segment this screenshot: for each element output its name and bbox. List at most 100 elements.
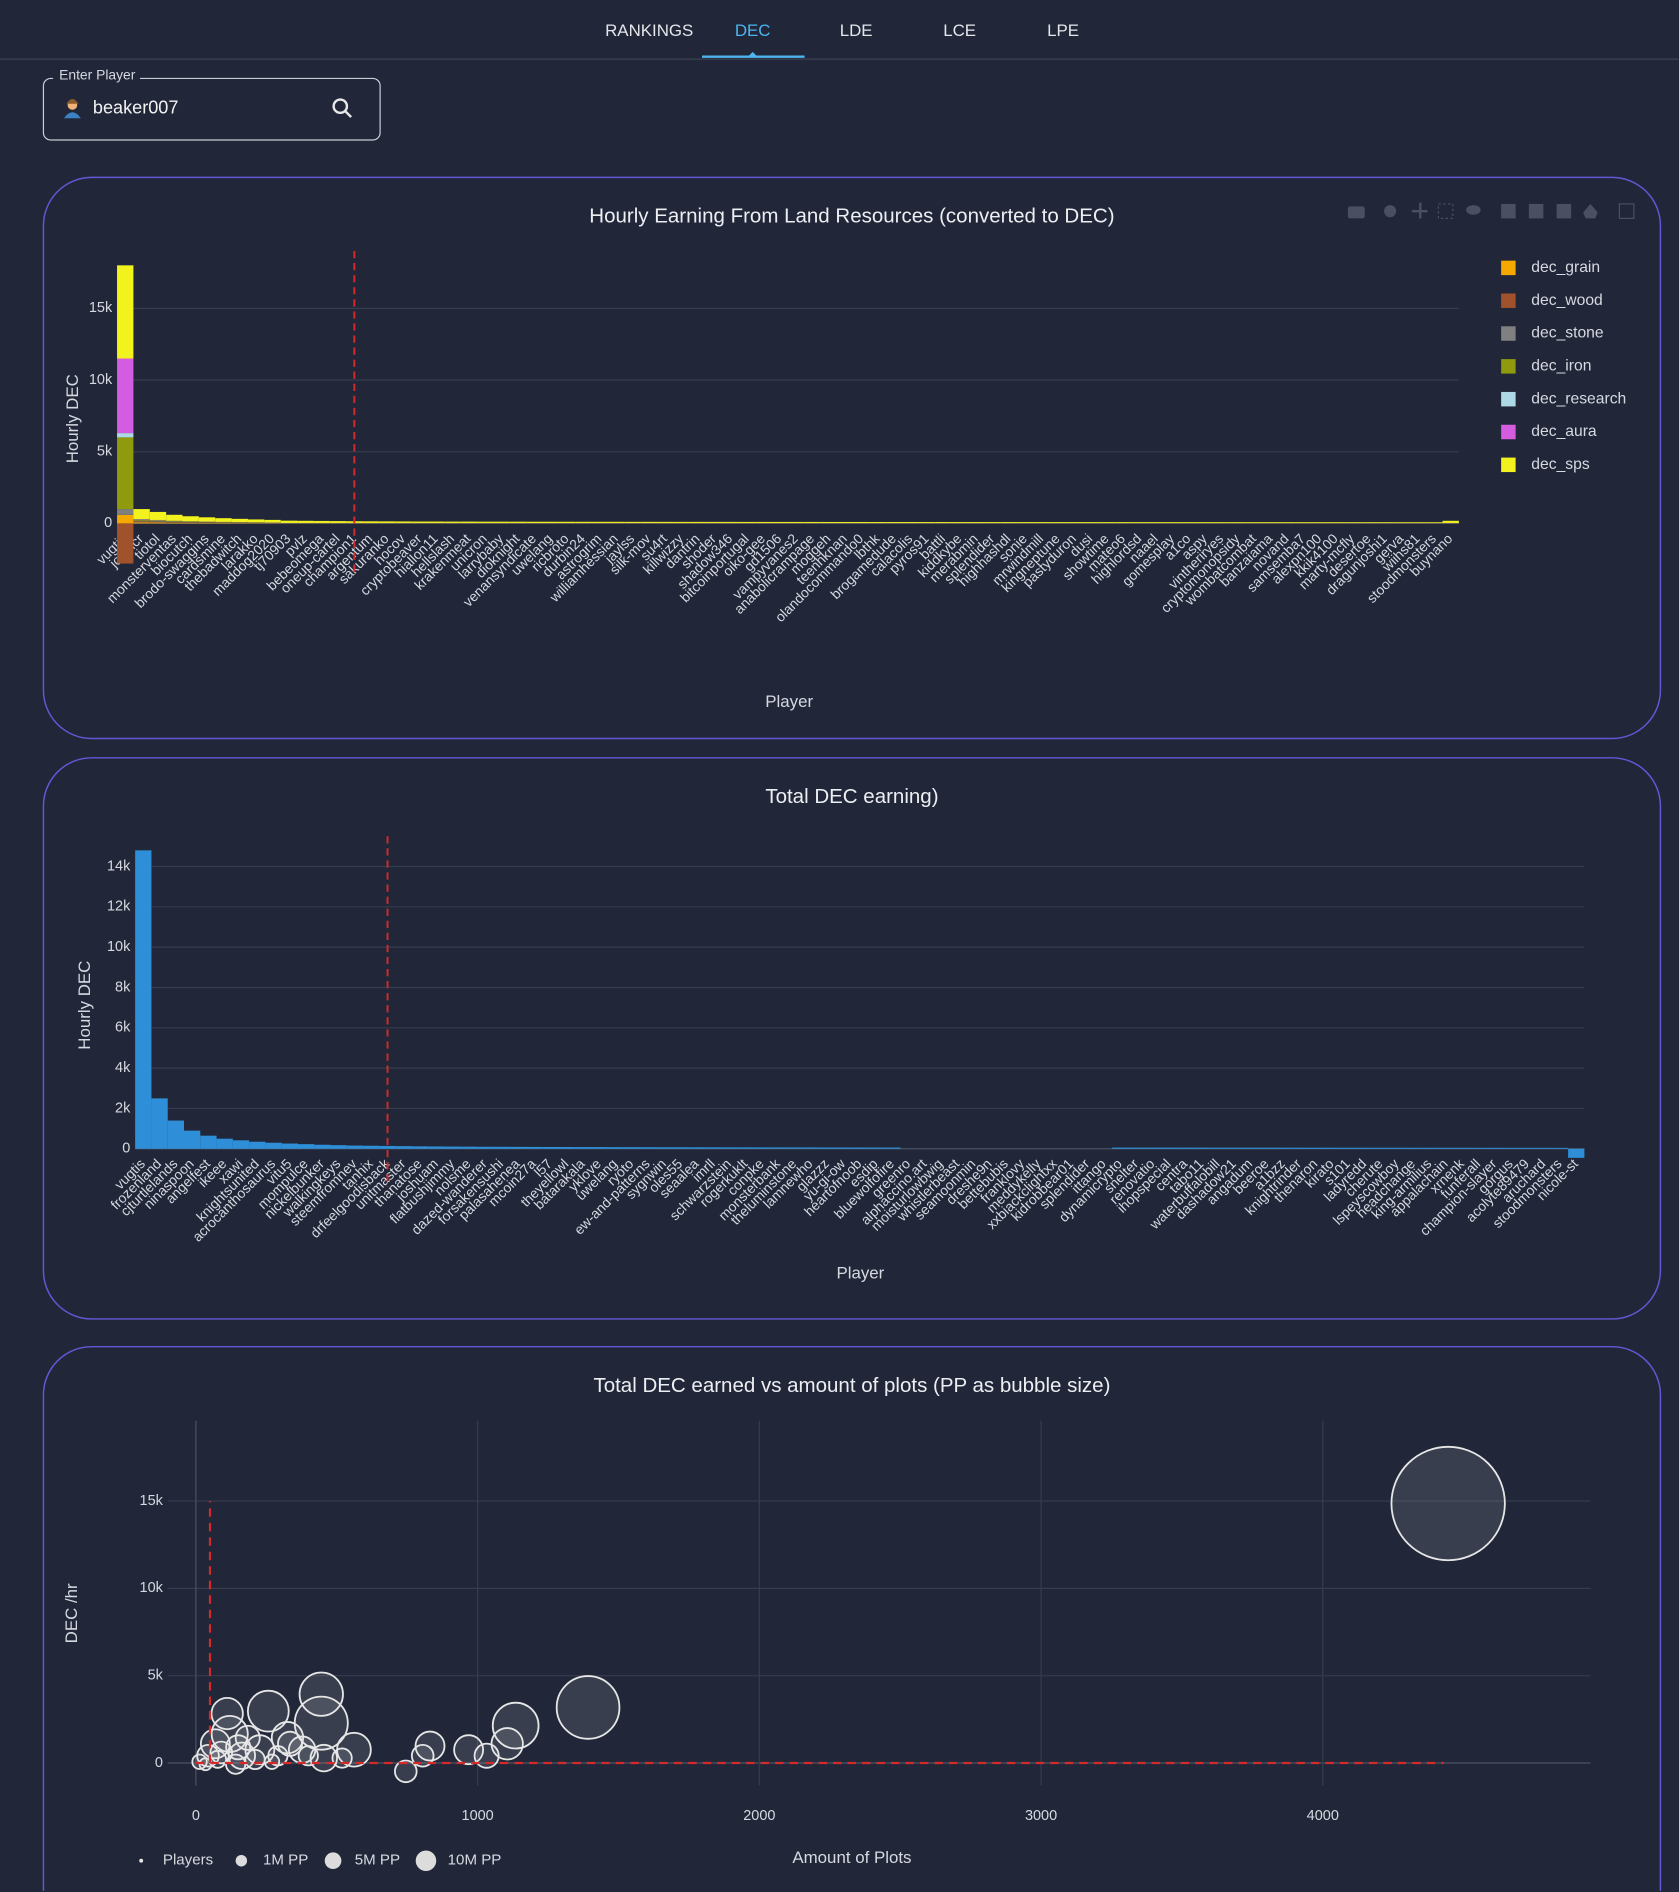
bar [149, 521, 167, 523]
search-box[interactable] [42, 77, 381, 141]
bar [1519, 1147, 1536, 1149]
bar [395, 521, 412, 523]
bar [1421, 1147, 1438, 1149]
bar [182, 516, 199, 522]
bar [1307, 1147, 1324, 1149]
y-tick-label: 0 [104, 515, 112, 531]
card [42, 757, 1662, 1320]
bar [117, 358, 134, 434]
bar [1000, 522, 1018, 523]
bar [1246, 522, 1263, 523]
bar [346, 1145, 364, 1149]
bar [133, 519, 150, 521]
bar [314, 1144, 331, 1149]
legend-swatch [1501, 260, 1516, 276]
bar [802, 1147, 820, 1149]
bar [542, 521, 559, 523]
bubble [491, 1701, 540, 1750]
bar [297, 520, 314, 523]
bar [411, 1146, 429, 1149]
legend-size-marker [324, 1852, 342, 1870]
bar [753, 1147, 771, 1149]
y-tick-label: 0 [122, 1141, 130, 1157]
bar [1049, 522, 1067, 523]
nav-tab[interactable]: LPE [1047, 21, 1079, 40]
bar [1426, 522, 1443, 523]
tab-caret [747, 51, 758, 57]
modebar[interactable] [1347, 202, 1635, 220]
y-tick-label: 5k [148, 1668, 164, 1684]
nav-tab[interactable]: LCE [943, 21, 976, 40]
bar [182, 521, 199, 523]
legend-swatch [1501, 424, 1516, 440]
bubble [246, 1689, 290, 1733]
bar [379, 1145, 396, 1149]
bar [182, 522, 199, 524]
y-tick-label: 12k [107, 899, 131, 915]
bar [1275, 1147, 1292, 1149]
label-bg [53, 68, 140, 84]
bar [149, 521, 167, 522]
bar [902, 522, 919, 523]
bar [1193, 1147, 1210, 1149]
legend-label: 5M PP [355, 1852, 400, 1869]
bar [737, 1147, 754, 1149]
bar [1502, 1147, 1520, 1149]
bar [705, 1147, 722, 1149]
search-icon[interactable] [332, 98, 353, 118]
bar [770, 1147, 787, 1149]
bar [721, 1147, 738, 1149]
bar [151, 1098, 168, 1149]
bar [1180, 522, 1198, 523]
legend-swatch [1501, 359, 1516, 374]
bar [1082, 522, 1099, 523]
legend-label: Players [163, 1852, 213, 1869]
bar [1388, 1147, 1406, 1149]
bubble [244, 1748, 266, 1771]
bubble [1390, 1445, 1506, 1562]
bar [1393, 522, 1410, 523]
bar [869, 521, 887, 523]
y-tick-label: 6k [115, 1020, 131, 1036]
bar [133, 522, 150, 524]
bar [1291, 1147, 1308, 1149]
bar [1470, 1147, 1487, 1149]
bar [200, 1135, 217, 1149]
bar [362, 521, 379, 523]
bar [297, 1144, 315, 1149]
bubble [210, 1696, 244, 1731]
bubble [225, 1734, 252, 1761]
nav-tab[interactable]: DEC [735, 21, 771, 40]
bar [281, 1143, 298, 1149]
bar [820, 521, 838, 523]
bar [1377, 522, 1394, 523]
y-tick-label: 0 [155, 1755, 163, 1771]
bar [688, 1147, 706, 1149]
bar [444, 1146, 461, 1149]
bar [1147, 522, 1165, 523]
chart-title: Total DEC earning) [765, 785, 938, 808]
card [42, 176, 1662, 740]
bar [460, 1146, 478, 1149]
bar [656, 1147, 673, 1149]
bar [117, 437, 134, 510]
bubble [394, 1759, 418, 1784]
legend-swatch [1501, 326, 1516, 341]
x-tick-label: 1000 [462, 1808, 494, 1824]
legend-label: dec_grain [1531, 259, 1600, 276]
nav-tab[interactable]: RANKINGS [605, 21, 693, 40]
search-label: Enter Player [59, 67, 136, 83]
y-tick-label: 15k [140, 1493, 164, 1509]
search-value[interactable]: beaker007 [93, 97, 179, 117]
bar [525, 1146, 543, 1149]
bar [607, 521, 625, 523]
bar [133, 509, 150, 520]
bar [835, 1147, 852, 1149]
nav-tab[interactable]: LDE [840, 21, 873, 40]
bar [411, 521, 428, 523]
bar [280, 520, 298, 523]
bar [1372, 1147, 1389, 1149]
bar [1066, 522, 1083, 523]
bar [149, 522, 167, 524]
